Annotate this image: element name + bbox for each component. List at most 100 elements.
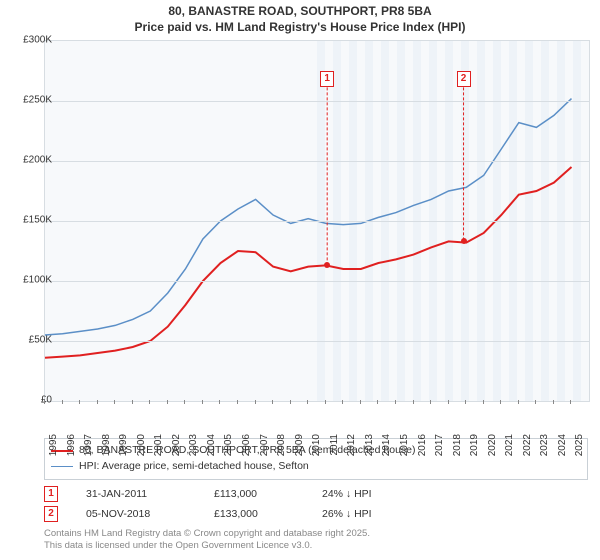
x-tick [219,400,220,404]
x-axis-label: 1997 [83,434,94,456]
x-axis-label: 2017 [434,434,445,456]
x-axis-label: 2018 [452,434,463,456]
tx-diff: 24% ↓ HPI [322,488,442,500]
footer-line: This data is licensed under the Open Gov… [44,540,370,552]
x-tick [167,400,168,404]
plot-area: 12 [44,40,590,402]
x-axis-label: 2002 [171,434,182,456]
x-axis-label: 1995 [48,434,59,456]
x-tick [44,400,45,404]
x-axis-label: 1996 [66,434,77,456]
tx-price: £113,000 [214,488,304,500]
y-axis-label: £200K [10,155,52,166]
gridline [45,221,589,222]
tx-date: 31-JAN-2011 [86,488,196,500]
x-axis-label: 2014 [381,434,392,456]
x-axis-label: 2010 [311,434,322,456]
y-axis-label: £50K [10,335,52,346]
x-axis-label: 2020 [487,434,498,456]
x-axis-label: 2006 [241,434,252,456]
series-property [45,167,572,358]
tx-date: 05-NOV-2018 [86,508,196,520]
x-tick [97,400,98,404]
tx-marker: 2 [44,506,58,522]
tx-marker: 1 [44,486,58,502]
x-axis-label: 2024 [557,434,568,456]
x-tick [255,400,256,404]
x-tick [237,400,238,404]
x-tick [430,400,431,404]
tx-diff: 26% ↓ HPI [322,508,442,520]
x-axis-label: 2016 [417,434,428,456]
x-tick [500,400,501,404]
x-tick [483,400,484,404]
x-tick [79,400,80,404]
footer-attribution: Contains HM Land Registry data © Crown c… [44,528,370,553]
x-tick [184,400,185,404]
x-tick [395,400,396,404]
x-axis-label: 2022 [522,434,533,456]
footer-line: Contains HM Land Registry data © Crown c… [44,528,370,540]
x-tick [518,400,519,404]
x-tick [132,400,133,404]
x-tick [377,400,378,404]
x-tick [553,400,554,404]
legend-label-hpi: HPI: Average price, semi-detached house,… [79,459,309,475]
chart-title: 80, BANASTRE ROAD, SOUTHPORT, PR8 5BA Pr… [0,0,600,35]
x-axis-label: 2008 [276,434,287,456]
x-tick [114,400,115,404]
table-row: 2 05-NOV-2018 £133,000 26% ↓ HPI [44,504,588,524]
x-tick [448,400,449,404]
x-tick [325,400,326,404]
x-tick [570,400,571,404]
gridline [45,281,589,282]
x-axis-label: 1998 [101,434,112,456]
x-axis-label: 2011 [329,434,340,456]
x-tick [413,400,414,404]
y-axis-label: £300K [10,35,52,46]
x-axis-label: 2003 [188,434,199,456]
legend-item-hpi: HPI: Average price, semi-detached house,… [51,459,581,475]
x-axis-label: 2023 [539,434,550,456]
series-hpi [45,99,572,335]
title-address: 80, BANASTRE ROAD, SOUTHPORT, PR8 5BA [0,4,600,20]
sale-marker-label: 1 [320,71,334,87]
x-axis-label: 2004 [206,434,217,456]
y-axis-label: £100K [10,275,52,286]
x-tick [290,400,291,404]
sale-marker-label: 2 [457,71,471,87]
legend-swatch-hpi [51,466,73,467]
y-axis-label: £150K [10,215,52,226]
price-chart: { "title_line1": "80, BANASTRE ROAD, SOU… [0,0,600,560]
gridline [45,101,589,102]
x-axis-label: 2012 [346,434,357,456]
x-tick [342,400,343,404]
gridline [45,341,589,342]
x-axis-label: 2013 [364,434,375,456]
x-axis-label: 2001 [153,434,164,456]
x-tick [360,400,361,404]
x-tick [202,400,203,404]
sale-point [461,238,467,244]
table-row: 1 31-JAN-2011 £113,000 24% ↓ HPI [44,484,588,504]
x-tick [149,400,150,404]
x-tick [535,400,536,404]
tx-price: £133,000 [214,508,304,520]
x-tick [465,400,466,404]
x-axis-label: 2019 [469,434,480,456]
x-axis-label: 2021 [504,434,515,456]
x-axis-label: 2009 [294,434,305,456]
x-axis-label: 2000 [136,434,147,456]
x-tick [272,400,273,404]
gridline [45,161,589,162]
x-axis-label: 2025 [574,434,585,456]
transactions-table: 1 31-JAN-2011 £113,000 24% ↓ HPI 2 05-NO… [44,484,588,524]
sale-point [324,262,330,268]
x-axis-label: 2007 [259,434,270,456]
y-axis-label: £250K [10,95,52,106]
x-axis-label: 1999 [118,434,129,456]
x-tick [307,400,308,404]
y-axis-label: £0 [10,395,52,406]
title-subtitle: Price paid vs. HM Land Registry's House … [0,20,600,36]
x-axis-label: 2015 [399,434,410,456]
